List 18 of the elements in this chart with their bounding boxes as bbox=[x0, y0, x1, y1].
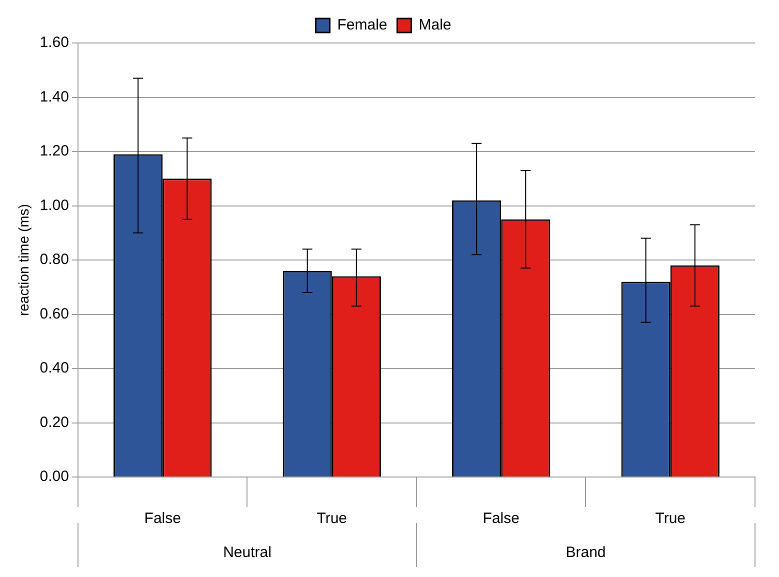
y-tick-label: 0.60 bbox=[40, 305, 69, 322]
x-tick-label: True bbox=[655, 510, 686, 528]
y-tick-label: 1.40 bbox=[40, 88, 69, 106]
y-tick-label: 0.00 bbox=[40, 468, 69, 486]
x-tick-label: False bbox=[144, 510, 181, 528]
y-axis-title: reaction time (ms) bbox=[15, 204, 32, 316]
y-tick-label: 1.60 bbox=[40, 34, 69, 52]
text: Neutral bbox=[223, 544, 272, 562]
y-tick-label: 1.20 bbox=[40, 142, 69, 160]
legend-label: Female bbox=[337, 16, 388, 34]
x-tick-label: True bbox=[316, 510, 348, 528]
y-tick-label: 1.00 bbox=[40, 196, 69, 214]
legend-label: Male bbox=[418, 16, 452, 34]
y-tick-label: 0.40 bbox=[40, 360, 69, 377]
y-tick-label: 0.80 bbox=[40, 251, 69, 268]
x-tick-label: False bbox=[482, 510, 520, 528]
text: Brand bbox=[566, 544, 606, 562]
y-tick-label: 0.20 bbox=[40, 414, 69, 431]
